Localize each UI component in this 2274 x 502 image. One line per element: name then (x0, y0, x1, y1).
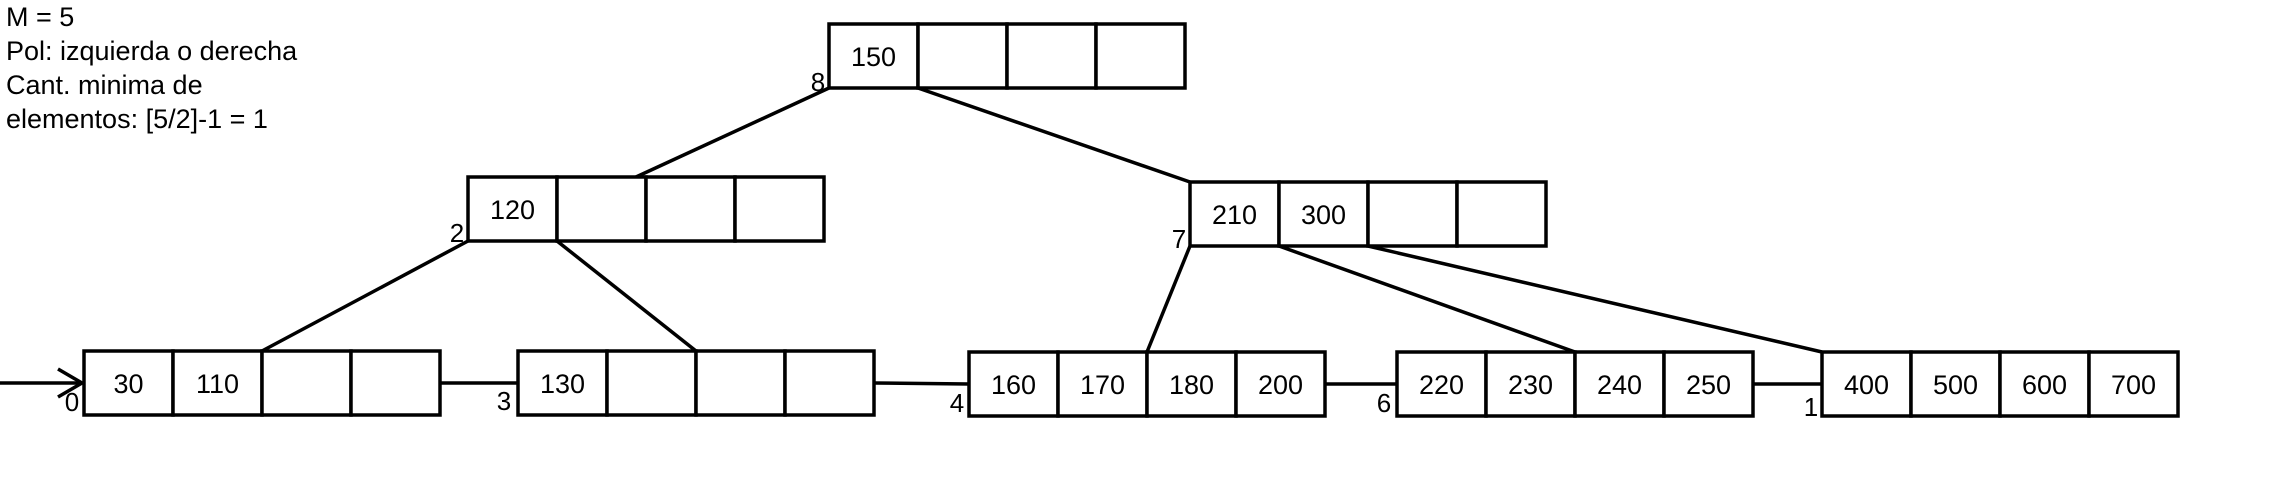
key-value: 120 (490, 195, 535, 225)
key-slot (1662, 350, 1755, 418)
arrowhead-icon (57, 367, 86, 399)
key-slot (733, 175, 826, 243)
node-number-label: 1 (1804, 392, 1818, 422)
key-slot (694, 349, 787, 417)
tree-edge-n2-n0 (261, 239, 469, 353)
key-value: 210 (1212, 200, 1257, 230)
btree-node-n3: 130 3 (497, 349, 876, 417)
key-slot (967, 350, 1060, 418)
key-value: 230 (1508, 370, 1553, 400)
tree-edge-n8-n2 (635, 86, 830, 179)
key-value: 200 (1258, 370, 1303, 400)
key-slot (555, 175, 648, 243)
key-value: 170 (1080, 370, 1125, 400)
key-slot (827, 22, 920, 90)
key-value: 700 (2111, 370, 2156, 400)
key-slot (1005, 22, 1098, 90)
btree-node-n4: 160 170 180 200 4 (950, 350, 1327, 418)
min-elements-line-2: elementos: [5/2]-1 = 1 (6, 104, 268, 134)
key-slot (2087, 350, 2180, 418)
btree-node-n1: 400 500 600 700 1 (1804, 350, 2180, 422)
key-value: 160 (991, 370, 1036, 400)
key-slot (171, 349, 264, 417)
tree-parameters: M = 5 Pol: izquierda o derecha Cant. min… (6, 0, 297, 136)
tree-edge-n2-n3 (555, 239, 698, 353)
key-slot (783, 349, 876, 417)
key-slot (1484, 350, 1577, 418)
key-slot (1455, 180, 1548, 248)
node-number-label: 7 (1172, 224, 1186, 254)
tree-edge-n7-n6 (1278, 244, 1576, 354)
key-value: 300 (1301, 200, 1346, 230)
key-slot (1366, 180, 1459, 248)
min-elements-line-1: Cant. minima de (6, 70, 203, 100)
node-number-label: 6 (1377, 388, 1391, 418)
key-value: 220 (1419, 370, 1464, 400)
key-slot (1094, 22, 1187, 90)
key-value: 240 (1597, 370, 1642, 400)
btree-node-n6: 220 230 240 250 6 (1377, 350, 1755, 418)
btree-node-n2: 120 2 (450, 175, 826, 248)
key-slot (260, 349, 353, 417)
node-number-label: 0 (65, 387, 79, 417)
node-number-label: 4 (950, 388, 964, 418)
key-value: 400 (1844, 370, 1889, 400)
btree-node-n7: 210 300 7 (1172, 180, 1548, 254)
key-value: 30 (113, 369, 143, 399)
btree-node-n0: 30 110 0 (65, 349, 442, 417)
key-value: 130 (540, 369, 585, 399)
key-slot (1234, 350, 1327, 418)
key-slot (605, 349, 698, 417)
key-value: 110 (196, 369, 239, 399)
edges-layer (0, 86, 1823, 399)
node-number-label: 2 (450, 218, 464, 248)
key-value: 600 (2022, 370, 2067, 400)
key-value: 500 (1933, 370, 1978, 400)
key-slot (349, 349, 442, 417)
tree-edge-n8-n7 (917, 86, 1191, 184)
key-slot (1145, 350, 1238, 418)
key-slot (1573, 350, 1666, 418)
policy-line: Pol: izquierda o derecha (6, 36, 298, 66)
order-line: M = 5 (6, 2, 75, 32)
key-slot (644, 175, 737, 243)
key-slot (1277, 180, 1370, 248)
key-slot (1395, 350, 1488, 418)
tree-edge-n7-n1 (1367, 244, 1823, 354)
key-value: 250 (1686, 370, 1731, 400)
leaf-link-n3-n4 (873, 381, 970, 386)
key-value: 180 (1169, 370, 1214, 400)
key-slot (1909, 350, 2002, 418)
key-slot (916, 22, 1009, 90)
key-slot (516, 349, 609, 417)
node-number-label: 3 (497, 386, 511, 416)
node-number-label: 8 (811, 67, 825, 97)
key-value: 150 (851, 42, 896, 72)
tree-edge-n7-n4 (1145, 245, 1192, 353)
key-slot (466, 175, 559, 243)
